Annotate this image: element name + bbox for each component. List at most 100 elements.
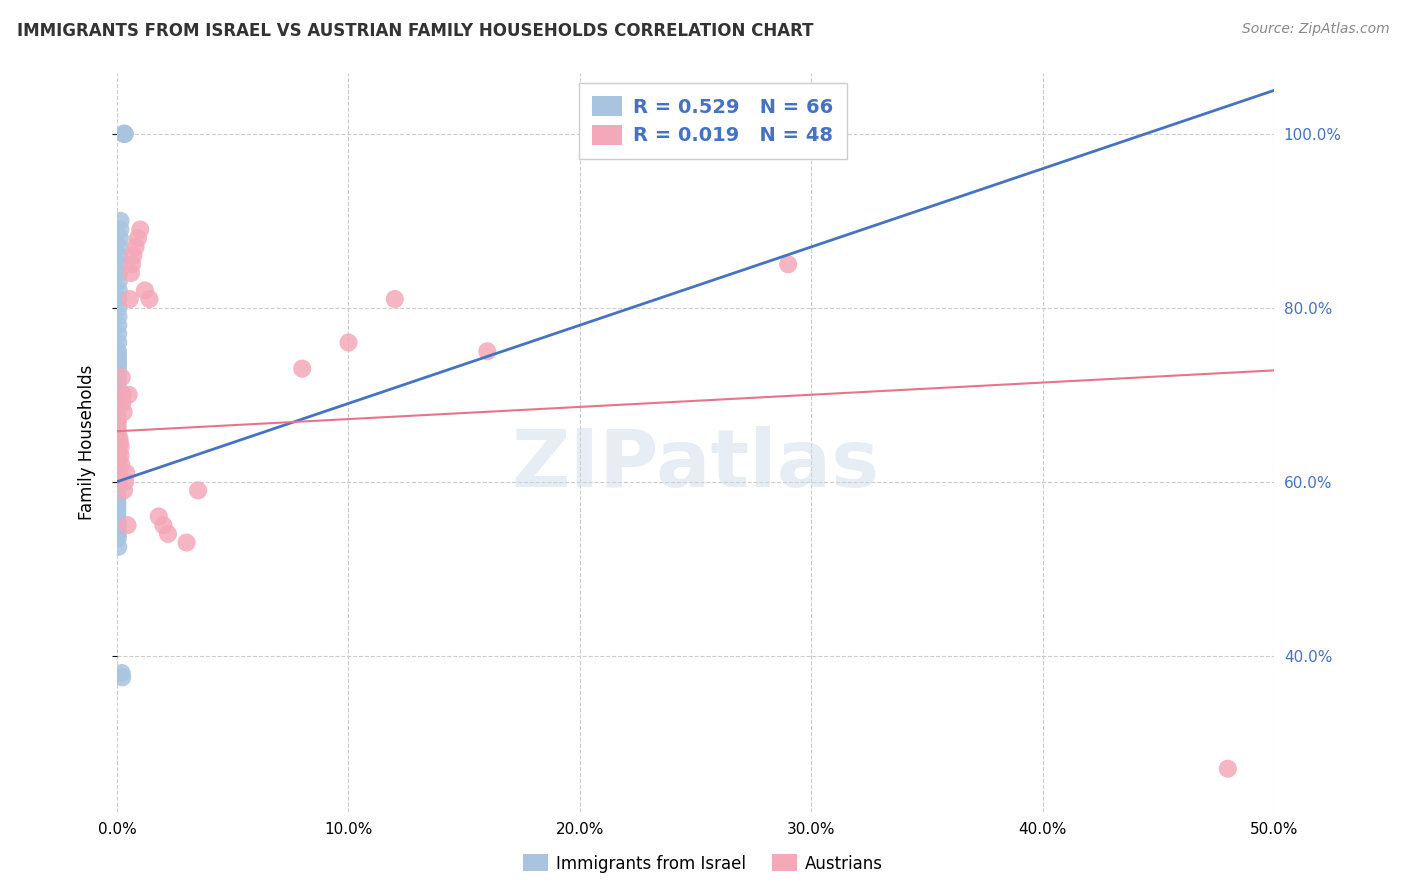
Point: [107, 326, 129, 341]
Point: [107, 366, 129, 380]
Point: [110, 458, 132, 472]
Point: [108, 431, 131, 445]
Point: [107, 301, 129, 315]
Point: [105, 440, 128, 454]
Point: [107, 527, 129, 541]
Point: [384, 292, 406, 306]
Point: [107, 440, 129, 454]
Point: [138, 292, 160, 306]
Text: Source: ZipAtlas.com: Source: ZipAtlas.com: [1241, 22, 1389, 37]
Point: [107, 396, 129, 410]
Point: [117, 518, 139, 533]
Point: [105, 418, 128, 433]
Point: [107, 531, 129, 545]
Point: [105, 461, 128, 475]
Point: [105, 470, 128, 484]
Y-axis label: Family Households: Family Households: [79, 365, 96, 520]
Point: [105, 423, 128, 437]
Point: [107, 361, 129, 376]
Point: [108, 231, 131, 245]
Point: [107, 388, 129, 402]
Point: [110, 440, 132, 454]
Point: [105, 488, 128, 502]
Point: [105, 453, 128, 467]
Point: [107, 335, 129, 350]
Point: [107, 435, 129, 450]
Point: [118, 388, 141, 402]
Point: [107, 449, 129, 463]
Point: [105, 431, 128, 445]
Point: [156, 527, 179, 541]
Point: [107, 370, 129, 384]
Point: [105, 431, 128, 445]
Point: [778, 257, 800, 271]
Point: [105, 405, 128, 419]
Point: [105, 492, 128, 507]
Point: [105, 444, 128, 458]
Point: [105, 435, 128, 450]
Point: [105, 509, 128, 524]
Point: [112, 483, 135, 498]
Point: [105, 409, 128, 424]
Point: [114, 127, 136, 141]
Point: [105, 475, 128, 489]
Point: [111, 370, 134, 384]
Point: [105, 426, 128, 441]
Point: [112, 405, 135, 419]
Point: [127, 231, 149, 245]
Point: [105, 458, 128, 472]
Point: [105, 449, 128, 463]
Point: [107, 458, 129, 472]
Point: [108, 240, 131, 254]
Point: [105, 414, 128, 428]
Point: [105, 466, 128, 480]
Point: [111, 665, 134, 680]
Point: [111, 670, 134, 684]
Point: [1216, 762, 1239, 776]
Point: [114, 127, 136, 141]
Point: [114, 475, 136, 489]
Point: [107, 444, 129, 458]
Point: [124, 240, 146, 254]
Point: [187, 483, 209, 498]
Point: [107, 344, 129, 359]
Point: [110, 222, 132, 236]
Point: [105, 435, 128, 450]
Point: [107, 518, 129, 533]
Point: [108, 257, 131, 271]
Point: [107, 357, 129, 371]
Point: [108, 466, 131, 480]
Point: [111, 396, 134, 410]
Point: [107, 418, 129, 433]
Point: [107, 318, 129, 333]
Legend: R = 0.529   N = 66, R = 0.019   N = 48: R = 0.529 N = 66, R = 0.019 N = 48: [579, 83, 846, 159]
Point: [291, 361, 314, 376]
Point: [337, 335, 360, 350]
Point: [118, 292, 141, 306]
Point: [108, 266, 131, 280]
Point: [152, 518, 174, 533]
Point: [129, 222, 152, 236]
Point: [110, 449, 132, 463]
Point: [122, 249, 145, 263]
Point: [107, 379, 129, 393]
Point: [107, 461, 129, 475]
Point: [148, 509, 170, 524]
Point: [107, 375, 129, 389]
Point: [107, 523, 129, 537]
Point: [105, 496, 128, 510]
Point: [107, 310, 129, 324]
Legend: Immigrants from Israel, Austrians: Immigrants from Israel, Austrians: [516, 847, 890, 880]
Text: IMMIGRANTS FROM ISRAEL VS AUSTRIAN FAMILY HOUSEHOLDS CORRELATION CHART: IMMIGRANTS FROM ISRAEL VS AUSTRIAN FAMIL…: [17, 22, 814, 40]
Point: [121, 257, 143, 271]
Point: [105, 483, 128, 498]
Point: [108, 249, 131, 263]
Text: ZIPatlas: ZIPatlas: [512, 425, 880, 504]
Point: [107, 392, 129, 406]
Point: [134, 284, 156, 298]
Point: [107, 384, 129, 398]
Point: [107, 349, 129, 363]
Point: [105, 479, 128, 493]
Point: [107, 414, 129, 428]
Point: [105, 505, 128, 519]
